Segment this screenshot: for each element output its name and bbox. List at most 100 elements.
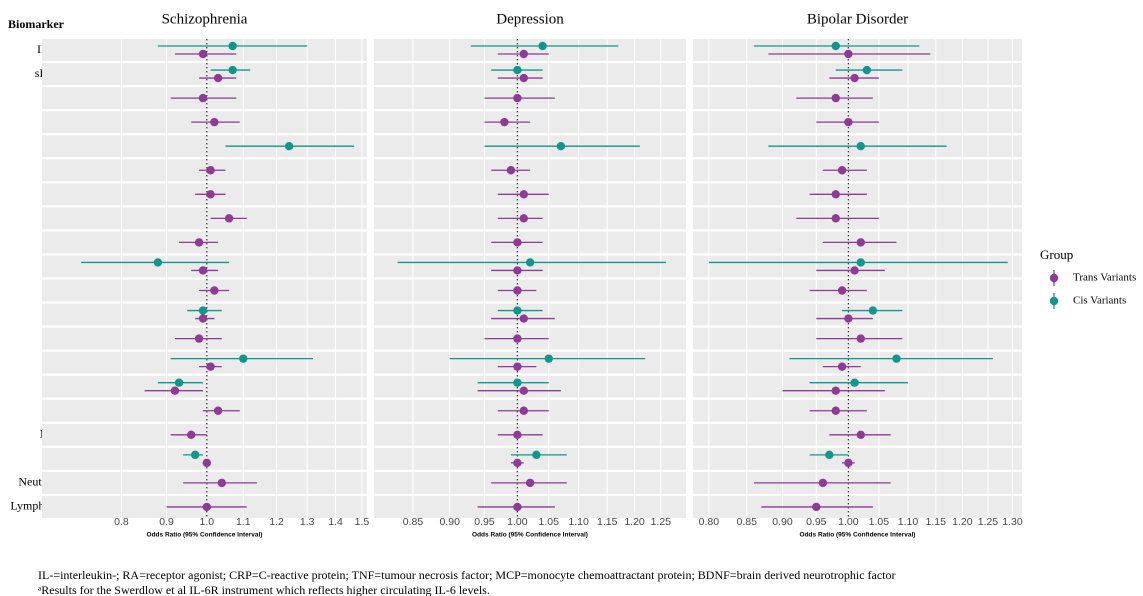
row-band: [374, 63, 686, 86]
row-gap: [374, 85, 686, 88]
row-gap: [42, 61, 367, 64]
point: [174, 378, 184, 387]
row-gap: [374, 181, 686, 184]
row-gap: [693, 445, 1022, 448]
row-gap: [42, 445, 367, 448]
x-axis-label: Odds Ratio (95% Confidence Interval): [472, 532, 588, 539]
row-band: [42, 447, 367, 470]
row-gap: [374, 157, 686, 160]
row-band: [374, 351, 686, 374]
row-gap: [42, 373, 367, 376]
row-band: [693, 39, 1022, 61]
row-gap: [693, 133, 1022, 136]
x-axis-label: Odds Ratio (95% Confidence Interval): [147, 532, 263, 539]
point: [519, 406, 528, 415]
point: [837, 362, 847, 371]
point: [525, 478, 535, 488]
row-gap: [693, 61, 1022, 64]
row-gap: [374, 301, 686, 304]
row-band: [42, 303, 367, 326]
point: [228, 65, 237, 75]
point: [831, 93, 840, 103]
row-gap: [693, 85, 1022, 88]
row-band: [693, 447, 1022, 470]
row-gap: [374, 277, 686, 280]
row-gap: [42, 301, 367, 304]
x-tick-label: 1.00: [838, 516, 859, 528]
point: [153, 258, 163, 267]
point: [513, 93, 522, 103]
point: [556, 142, 566, 151]
x-tick-label: 1.05: [869, 516, 890, 528]
row-band: [693, 351, 1022, 374]
point: [532, 450, 541, 460]
row-band: [693, 375, 1022, 398]
row-gap: [42, 421, 367, 424]
point: [856, 258, 865, 267]
point: [198, 306, 208, 315]
row-gap: [693, 349, 1022, 352]
row-gap: [693, 493, 1022, 496]
row-band: [42, 351, 367, 374]
point: [190, 450, 200, 460]
point: [519, 386, 528, 395]
legend-label: Trans Variants: [1073, 272, 1136, 284]
point: [513, 306, 522, 315]
x-tick-label: 1.10: [898, 516, 919, 528]
row-gap: [693, 205, 1022, 208]
point: [856, 142, 865, 151]
point: [198, 314, 208, 323]
x-tick-label: 1.4: [328, 516, 343, 528]
x-tick-label: 0.95: [806, 516, 827, 528]
row-gap: [374, 373, 686, 376]
point: [856, 238, 865, 247]
x-tick-label: 1.0: [200, 516, 215, 528]
row-gap: [693, 181, 1022, 184]
row-gap: [42, 157, 367, 160]
row-band: [42, 39, 367, 61]
point: [525, 258, 535, 267]
point: [170, 386, 180, 395]
row-gap: [374, 109, 686, 112]
row-band: [374, 447, 686, 470]
point: [844, 49, 853, 59]
point: [198, 49, 208, 59]
x-tick-label: 0.85: [403, 516, 424, 528]
row-gap: [374, 445, 686, 448]
row-band: [693, 303, 1022, 326]
point: [831, 190, 840, 199]
row-gap: [42, 181, 367, 184]
x-tick-label: 0.8: [114, 516, 129, 528]
point: [224, 214, 234, 223]
row-gap: [42, 205, 367, 208]
row-gap: [693, 325, 1022, 328]
point: [217, 478, 227, 488]
point: [513, 502, 522, 512]
point: [868, 306, 878, 315]
point: [194, 238, 204, 247]
row-band: [374, 303, 686, 326]
row-gap: [693, 277, 1022, 280]
x-tick-label: 1.05: [539, 516, 560, 528]
point: [206, 362, 215, 371]
x-tick-label: 1.3: [300, 516, 315, 528]
point: [513, 430, 522, 439]
point: [837, 166, 847, 175]
point: [513, 334, 522, 343]
panel-title: Bipolar Disorder: [807, 11, 908, 27]
row-gap: [42, 397, 367, 400]
point: [818, 478, 828, 488]
footnote: IL-=interleukin-; RA=receptor agonist; C…: [38, 568, 896, 582]
row-band: [693, 63, 1022, 86]
point: [228, 41, 237, 51]
x-tick-label: 1.20: [952, 516, 973, 528]
point: [825, 450, 834, 460]
row-gap: [374, 421, 686, 424]
point: [862, 65, 872, 75]
point: [856, 334, 865, 343]
row-gap: [693, 421, 1022, 424]
point: [544, 354, 553, 363]
panel-title: Schizophrenia: [162, 11, 248, 27]
point: [506, 166, 516, 175]
point: [519, 73, 528, 83]
